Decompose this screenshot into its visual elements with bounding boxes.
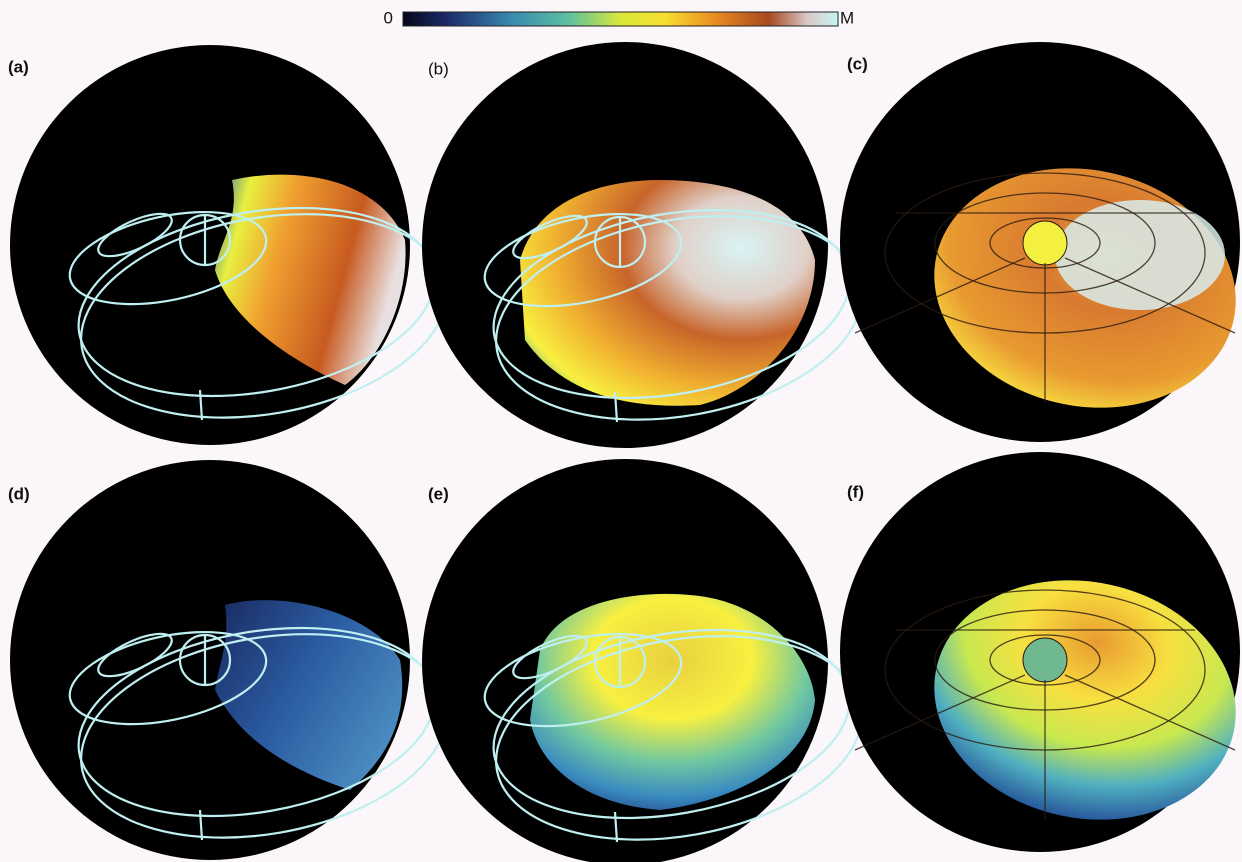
panel-f: (f) [840,452,1242,852]
panel-e: (e) [422,459,878,862]
panel-c: (c) [840,42,1242,442]
panel-a: (a) [8,45,463,445]
colorbar-min: 0 [384,8,393,27]
panel-label: (f) [847,482,864,501]
intensity-peak [1055,200,1225,310]
panel-label: (c) [847,54,868,73]
colorbar: 0 M [384,8,855,27]
panel-b: (b) [422,42,878,448]
colorbar-gradient [403,12,838,26]
colorbar-max: M [840,8,854,27]
panel-label: (e) [428,484,449,503]
panel-label: (a) [8,57,29,76]
panel-label: (d) [8,484,30,503]
core [1023,638,1067,682]
panel-label: (b) [428,59,449,78]
panel-d: (d) [8,460,463,862]
figure: 0 M (a) (b) (c) (d) (e) [0,0,1242,862]
core [1023,221,1067,265]
